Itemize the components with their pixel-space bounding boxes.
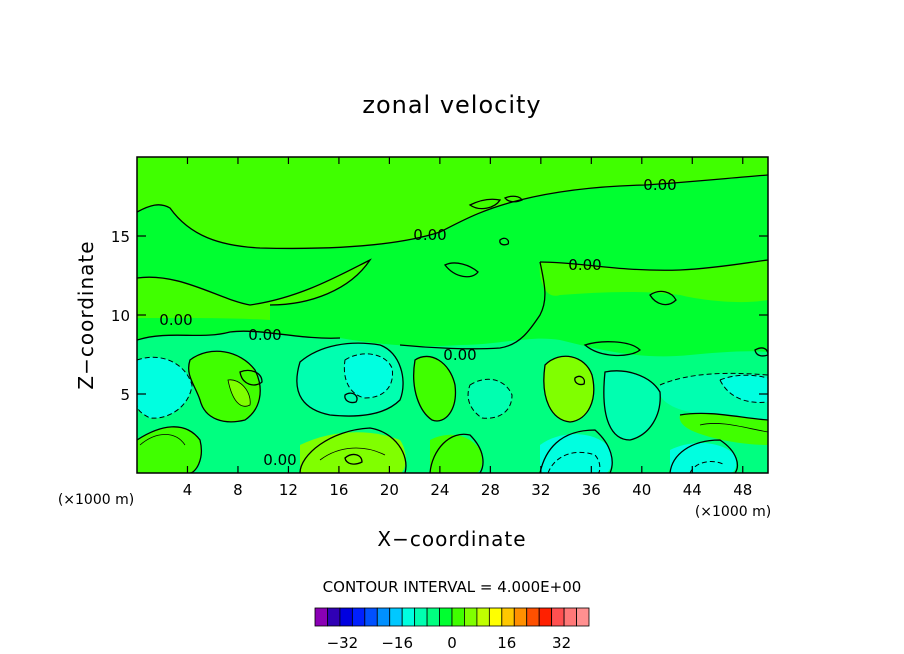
colorbar-tick-label: 16 (497, 634, 516, 652)
field-bottom-negative-1 (540, 434, 613, 473)
x-tick-label: 36 (582, 481, 601, 499)
y-tick-label: 15 (111, 228, 130, 246)
colorbar-swatch (513, 607, 528, 627)
colorbar-swatch (327, 607, 341, 627)
colorbar-ticks: −32 −16 0 16 32 (327, 634, 572, 652)
field-negative-lobe-6 (720, 375, 768, 403)
colorbar-swatch (526, 607, 540, 627)
contour-interval-label: CONTOUR INTERVAL = 4.000E+00 (323, 578, 582, 596)
colorbar-swatch (376, 607, 391, 627)
contour-labels: 0.00 0.00 0.00 0.00 0.00 0.00 0.00 (159, 176, 676, 469)
x-tick-label: 4 (183, 481, 193, 499)
colorbar-swatch (563, 607, 577, 627)
colorbar-swatch (538, 607, 553, 627)
field-bottom-positive-1 (137, 426, 202, 473)
field-negative-lobe-1 (137, 357, 192, 419)
negative-contours (137, 353, 768, 473)
contour-label: 0.00 (263, 451, 296, 469)
field-bottom-positive-4 (679, 413, 768, 445)
field-negative-lobe-4 (468, 379, 512, 419)
y-axis-label: Z−coordinate (74, 240, 98, 389)
chart-title: zonal velocity (362, 91, 541, 119)
contour-lines (137, 174, 768, 473)
x-tick-label: 16 (329, 481, 348, 499)
x-tick-label: 8 (233, 481, 243, 499)
colorbar-swatch (439, 607, 453, 627)
x-tick-label: 48 (733, 481, 752, 499)
colorbar-swatch (426, 607, 440, 627)
x-tick-label: 12 (279, 481, 298, 499)
field-upper-band (137, 157, 768, 249)
colorbar-tick-label: 32 (552, 634, 571, 652)
x-tick-label: 40 (632, 481, 651, 499)
colorbar-swatch (501, 607, 515, 627)
colorbar-swatch (401, 607, 416, 627)
field-positive-lobe-3 (413, 356, 456, 421)
colorbar-swatch (351, 607, 366, 627)
contour-label: 0.00 (643, 176, 676, 194)
colorbar-swatch (576, 607, 590, 627)
colorbar-swatch (464, 607, 478, 627)
field-right-band (539, 260, 768, 303)
plot-area (137, 157, 768, 473)
contour-label: 0.00 (413, 226, 446, 244)
positive-contours (139, 379, 768, 461)
x-axis-label: X−coordinate (377, 527, 526, 551)
x-axis-ticks: 4 8 12 16 20 24 28 32 36 40 44 48 (183, 157, 752, 499)
field-positive-lobe-4 (543, 356, 594, 422)
colorbar-swatch (314, 607, 328, 627)
colorbar-swatch (551, 607, 565, 627)
colorbar-swatch (364, 607, 378, 627)
colorbar-swatch (476, 607, 490, 627)
field-mid-band (137, 260, 370, 320)
field-positive-lobe-2 (228, 379, 251, 407)
x-tick-label: 44 (683, 481, 702, 499)
colorbar (314, 607, 590, 627)
x-tick-label: 24 (430, 481, 449, 499)
y-axis-ticks: 5 10 15 (111, 228, 768, 404)
contour-label: 0.00 (443, 346, 476, 364)
x-unit-left: (×1000 m) (58, 492, 134, 508)
field-bottom-positive-2 (300, 432, 406, 473)
colorbar-swatch (451, 607, 465, 627)
colorbar-tick-label: −16 (381, 634, 413, 652)
field-bottom-negative-2 (670, 443, 737, 473)
x-tick-label: 28 (481, 481, 500, 499)
contour-label: 0.00 (568, 256, 601, 274)
x-tick-label: 32 (531, 481, 550, 499)
colorbar-tick-label: −32 (327, 634, 359, 652)
y-tick-label: 10 (111, 307, 130, 325)
colorbar-swatch (389, 607, 403, 627)
contour-label: 0.00 (248, 326, 281, 344)
contour-label: 0.00 (159, 311, 192, 329)
x-tick-label: 20 (380, 481, 399, 499)
colorbar-swatch (414, 607, 428, 627)
colorbar-swatch (488, 607, 503, 627)
y-tick-label: 5 (120, 386, 130, 404)
x-unit-right: (×1000 m) (695, 504, 771, 520)
field-negative-lobe-7 (603, 370, 661, 440)
field-negative-lobe-3 (344, 353, 393, 398)
colorbar-swatch (339, 607, 353, 627)
colorbar-tick-label: 0 (447, 634, 457, 652)
